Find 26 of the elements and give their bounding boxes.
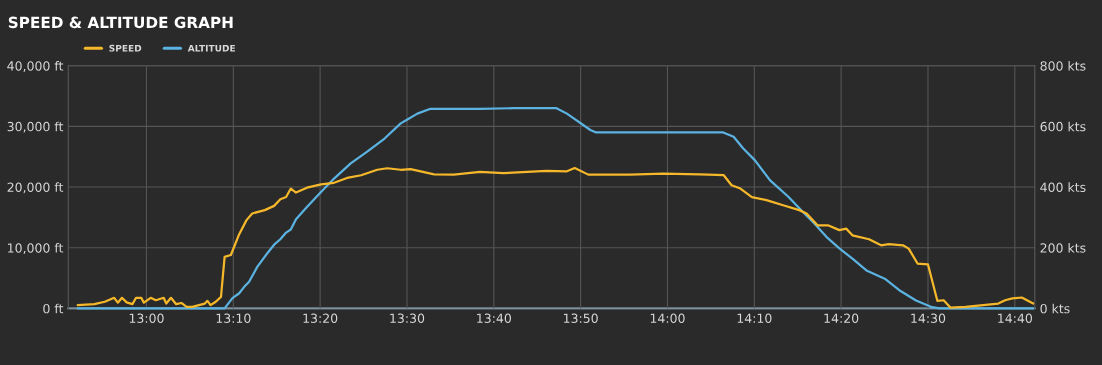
line-series [76,166,1035,309]
x-tick-label: 14:30 [911,313,946,323]
x-tick-label: 13:30 [390,313,425,323]
x-tick-label: 13:50 [563,313,598,323]
x-tick-label: 13:00 [129,313,164,323]
chart-title: SPEED & ALTITUDE GRAPH [8,16,233,29]
y-tick-label: 0 ft [43,303,64,314]
y-tick-label: 40,000 ft [7,60,64,72]
x-tick-label: 13:40 [477,313,512,323]
x-tick-label: 14:20 [824,313,859,323]
y-tick-label: 20,000 ft [7,182,64,194]
y2-tick-label: 200 kts [1040,242,1086,253]
x-tick-label: 13:10 [216,313,251,323]
y2-tick-label: 0 kts [1040,303,1070,314]
x-tick-label: 14:10 [737,313,772,323]
legend-label: SPEED [109,44,142,52]
legend-label: ALTITUDE [187,44,235,52]
y-tick-label: 10,000 ft [8,242,64,254]
x-tick-label: 13:20 [303,313,338,323]
y2-tick-label: 400 kts [1040,182,1086,192]
y2-tick-label: 800 kts [1040,60,1086,71]
line-series [76,107,1035,310]
x-tick-label: 14:00 [650,313,685,323]
y2-tick-label: 600 kts [1040,121,1086,132]
y-tick-label: 30,000 ft [7,121,64,133]
x-tick-label: 14:40 [998,313,1033,323]
